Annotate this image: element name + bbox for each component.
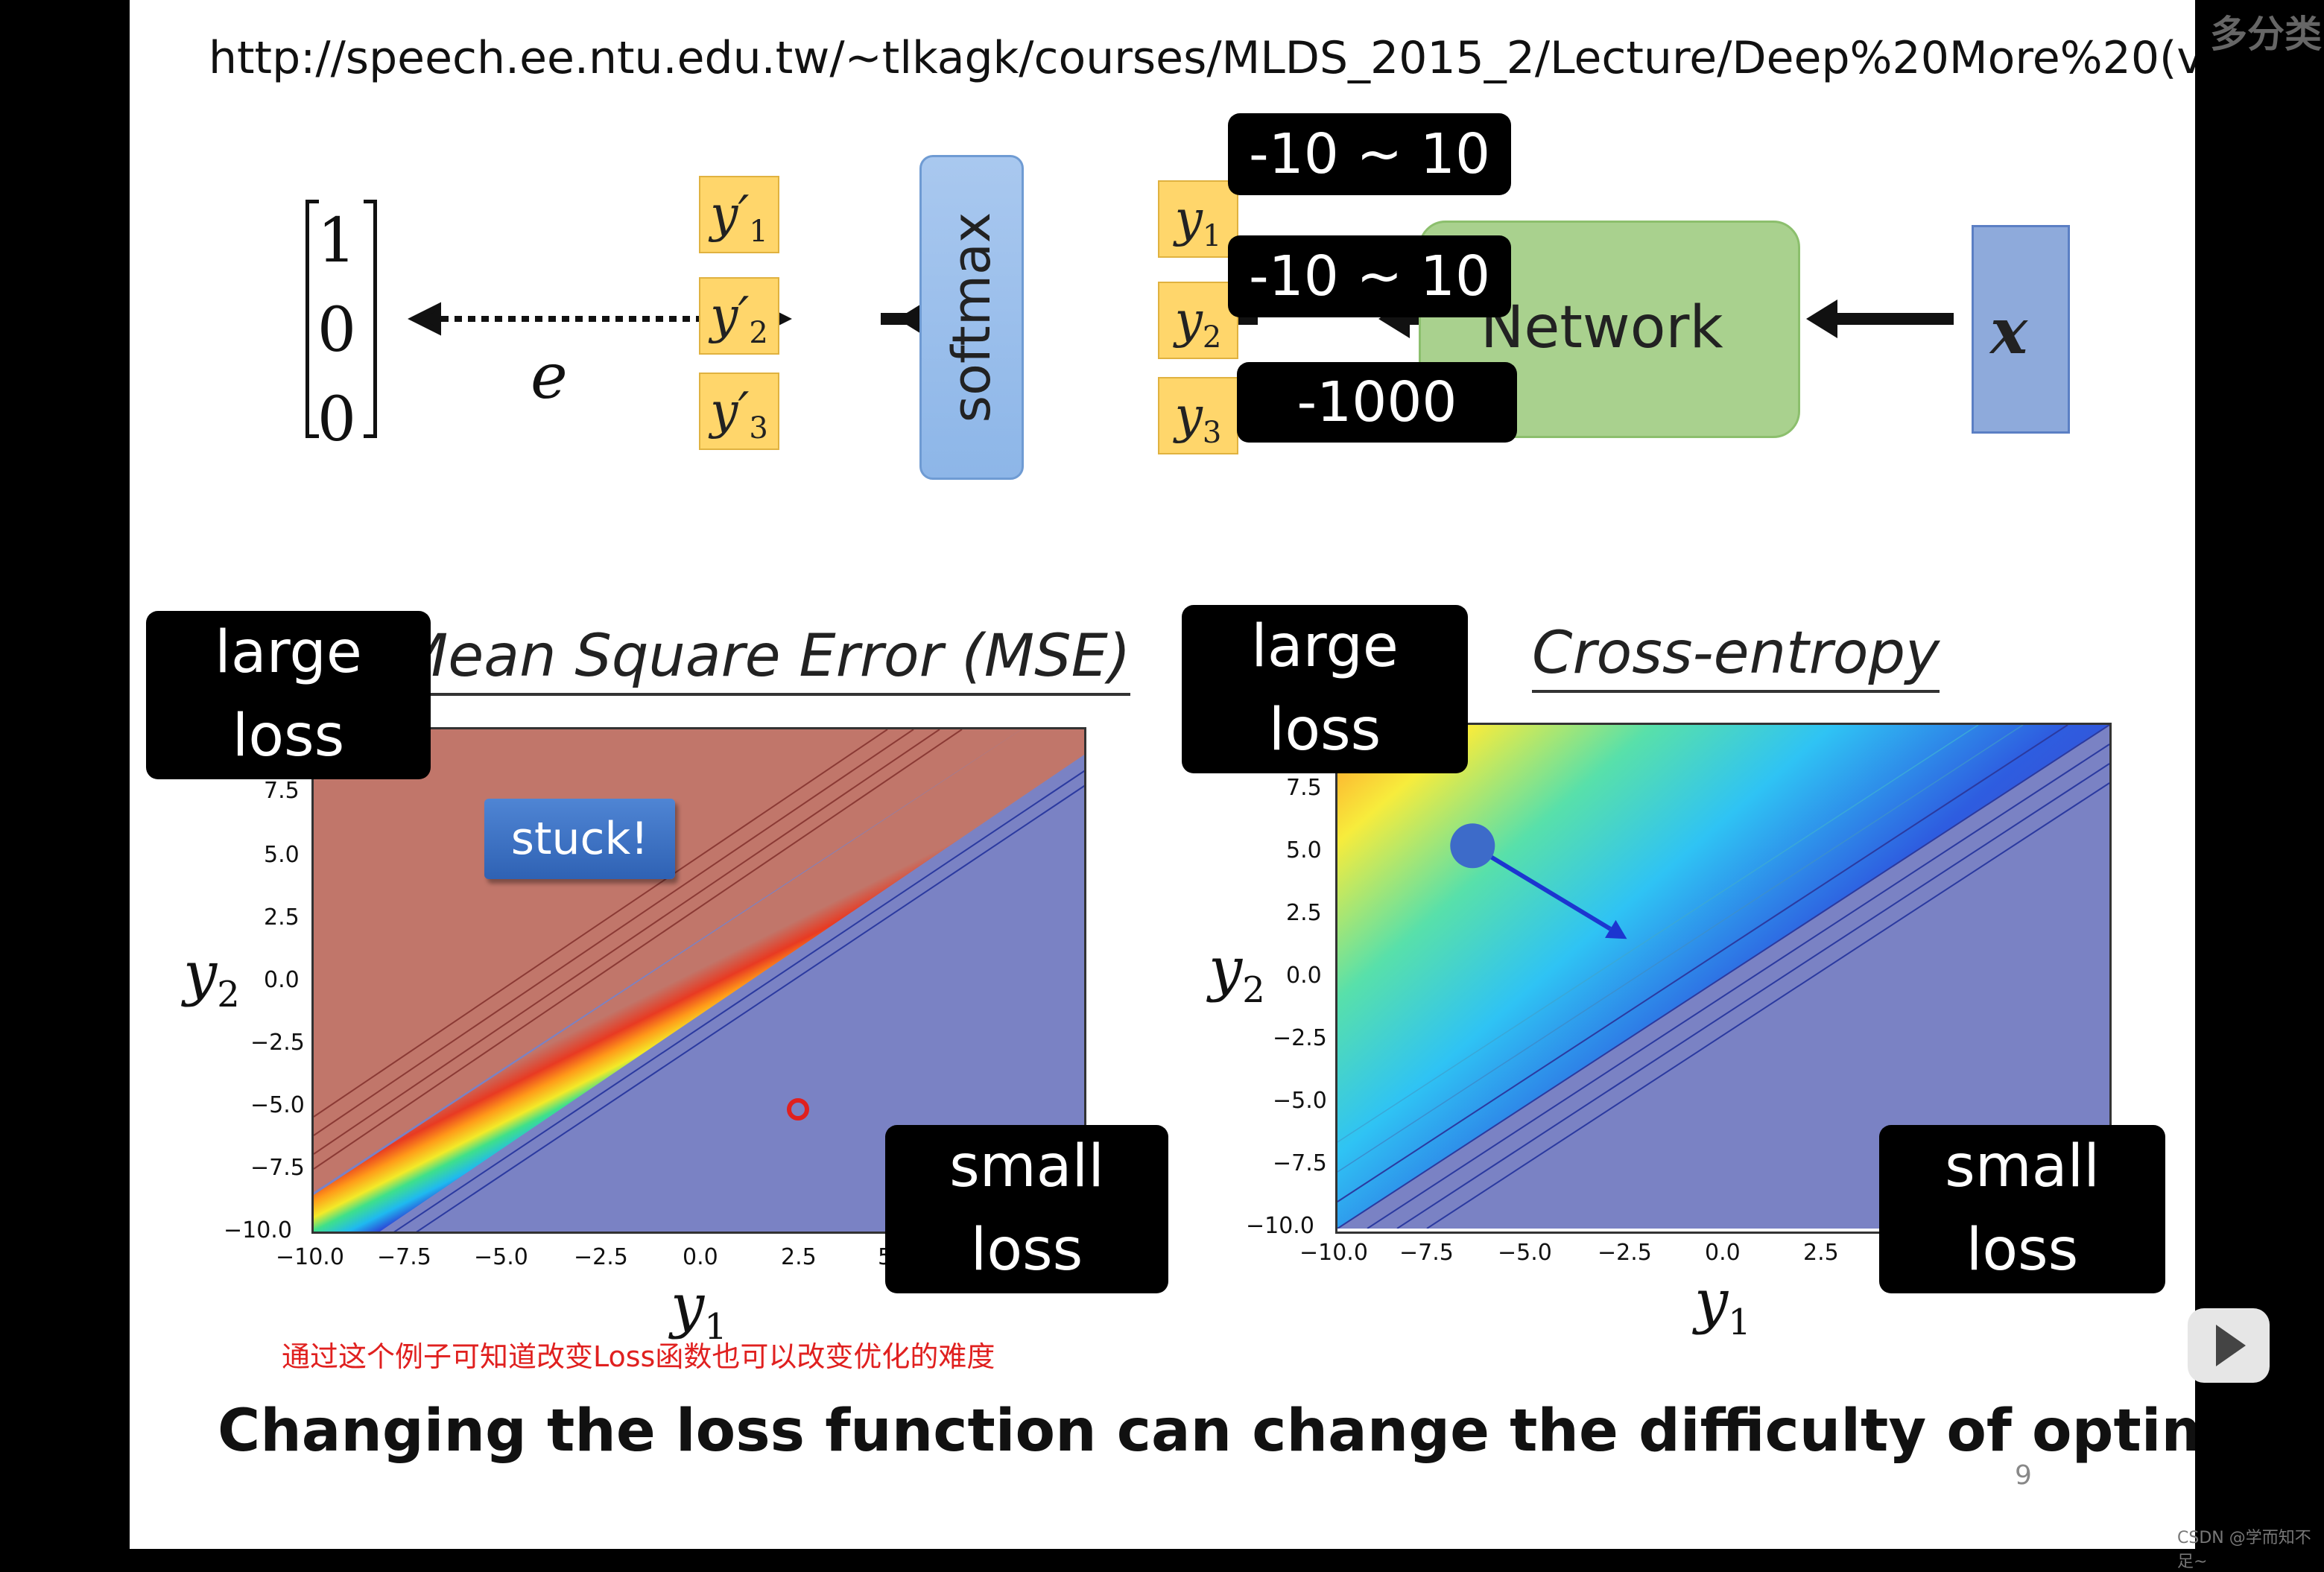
input-block: x (1972, 225, 2070, 434)
x-tick: 0.0 (683, 1244, 718, 1270)
y-tick: 7.5 (264, 778, 300, 804)
slide-conclusion: Changing the loss function can change th… (218, 1398, 2195, 1465)
ce-xlabel: y1 (1694, 1267, 1751, 1343)
contour-line (1337, 725, 1979, 1143)
value-range-tag: -10 ~ 10 (1228, 235, 1511, 317)
y-tick: −2.5 (250, 1030, 305, 1056)
y-tick: −5.0 (1273, 1088, 1327, 1114)
contour-line (1337, 725, 2068, 1202)
x-tick: −7.5 (1399, 1240, 1454, 1266)
play-button[interactable] (2188, 1308, 2270, 1383)
x-tick: −7.5 (377, 1244, 431, 1270)
ce-ylabel: y2 (1209, 934, 1265, 1011)
contour-line (1367, 744, 2109, 1229)
target-vector: 1 0 0 (307, 197, 367, 465)
mse-xlabel: y1 (671, 1271, 727, 1348)
target-vector-entry: 0 (317, 384, 357, 455)
video-watermark: 多分类 (2210, 13, 2322, 56)
contour-line (314, 729, 888, 1118)
x-tick: 0.0 (1705, 1240, 1741, 1266)
softmax-label: softmax (941, 212, 1002, 423)
softmax-output-3: y′3 (699, 373, 779, 450)
y-tick: −2.5 (1273, 1025, 1327, 1051)
contour-line (1426, 782, 2109, 1229)
error-label: e (531, 340, 568, 413)
x-tick: 2.5 (1803, 1240, 1839, 1266)
y-tick: 0.0 (264, 967, 300, 993)
y-tick: −10.0 (224, 1217, 292, 1243)
x-tick: −2.5 (574, 1244, 628, 1270)
network-output-1: y1 (1158, 180, 1238, 258)
y-tick: 5.0 (264, 842, 300, 868)
value-range-tag: -10 ~ 10 (1228, 113, 1511, 195)
softmax-output-1: y′1 (699, 176, 779, 253)
lecture-slide: http://speech.ee.ntu.edu.tw/~tlkagk/cour… (130, 0, 2195, 1549)
x-tick: −10.0 (276, 1244, 344, 1270)
contour-line (416, 785, 1084, 1232)
x-tick: −10.0 (1299, 1240, 1368, 1266)
mse-large-loss-tag: large loss (146, 611, 431, 779)
chinese-annotation: 通过这个例子可知道改变Loss函数也可以改变优化的难度 (282, 1340, 995, 1373)
mse-plot-title: Mean Square Error (MSE) (398, 623, 1131, 696)
mse-ylabel: y2 (183, 939, 240, 1015)
matrix-right-bracket (364, 200, 377, 438)
contour-line (393, 770, 1084, 1232)
arrow-x-to-network (1806, 299, 1954, 338)
csdn-credit: CSDN @学而知不足~ (2177, 1529, 2311, 1571)
network-output-3: y3 (1158, 377, 1238, 454)
gradient-arrow (1471, 843, 1612, 931)
y-tick: 5.0 (1286, 837, 1322, 863)
softmax-output-2: y′2 (699, 277, 779, 355)
target-vector-entry: 0 (317, 295, 357, 366)
y-tick: 0.0 (1286, 963, 1322, 989)
page-number: 9 (2015, 1460, 2032, 1491)
contour-line (1337, 725, 2024, 1173)
loss-gradient-band (314, 729, 1084, 1232)
ce-plot-title: Cross-entropy (1532, 620, 1940, 693)
matrix-left-bracket (305, 200, 319, 438)
target-vector-entry: 1 (317, 206, 357, 276)
optimum-marker (787, 1098, 809, 1121)
x-tick: −5.0 (474, 1244, 528, 1270)
contour-line (314, 729, 940, 1155)
y-tick: −7.5 (250, 1155, 305, 1181)
play-icon (2216, 1325, 2246, 1366)
mse-small-loss-tag: small loss (885, 1125, 1168, 1293)
lecture-url: http://speech.ee.ntu.edu.tw/~tlkagk/cour… (209, 32, 2195, 84)
value-range-tag: -1000 (1237, 362, 1517, 443)
y-tick: 2.5 (264, 904, 300, 931)
x-tick: −5.0 (1498, 1240, 1552, 1266)
ce-large-loss-tag: large loss (1182, 605, 1468, 773)
start-point-marker (1450, 823, 1495, 869)
y-tick: −7.5 (1273, 1150, 1327, 1176)
contour-line (314, 729, 914, 1136)
y-tick: −10.0 (1246, 1213, 1314, 1239)
gradient-arrowhead (1605, 919, 1627, 939)
contour-line (1337, 725, 2109, 1229)
softmax-block: softmax (919, 155, 1024, 480)
x-tick: 2.5 (781, 1244, 817, 1270)
ce-small-loss-tag: small loss (1879, 1125, 2165, 1293)
y-tick: 7.5 (1286, 775, 1322, 801)
network-output-2: y2 (1158, 282, 1238, 359)
network-label: Network (1481, 294, 1723, 361)
stuck-callout: stuck! (484, 799, 675, 879)
x-tick: −2.5 (1598, 1240, 1652, 1266)
y-tick: 2.5 (1286, 900, 1322, 926)
y-tick: −5.0 (250, 1092, 305, 1118)
contour-line (314, 729, 963, 1170)
input-label: x (1990, 294, 2028, 368)
contour-line (1396, 763, 2109, 1229)
